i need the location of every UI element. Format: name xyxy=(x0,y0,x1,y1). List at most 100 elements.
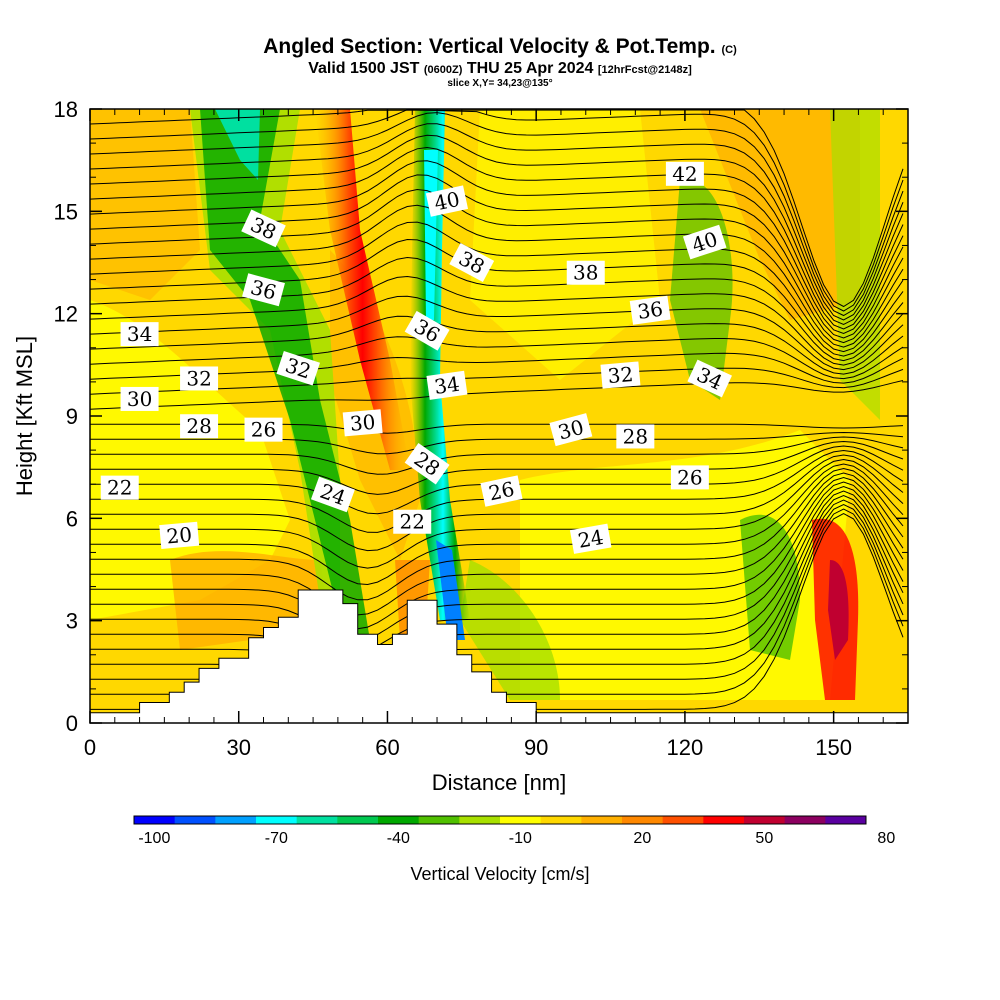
isentrope-label-box xyxy=(180,414,219,439)
colorbar-swatch xyxy=(418,816,460,824)
isentrope-line xyxy=(90,440,904,495)
isentrope-label-text: 40 xyxy=(432,187,462,216)
x-tick-label: 120 xyxy=(667,735,704,760)
isentrope-label: 34 xyxy=(120,322,159,347)
colorbar-tick-label: 80 xyxy=(877,830,895,847)
colorbar-swatch xyxy=(622,816,664,824)
y-tick-label: 15 xyxy=(54,199,78,224)
isentrope-label: 30 xyxy=(120,386,159,411)
y-tick-label: 9 xyxy=(66,404,78,429)
x-tick-label: 30 xyxy=(226,735,250,760)
isentrope-label-box xyxy=(100,475,139,500)
isentrope-line xyxy=(90,315,904,375)
isentrope-label-text: 26 xyxy=(251,418,276,442)
isentrope-label: 26 xyxy=(670,465,709,490)
colorbar-swatch xyxy=(459,816,501,824)
colorbar-swatch xyxy=(500,816,542,824)
colorbar-swatch xyxy=(174,816,216,824)
isentrope-label-box xyxy=(449,242,495,283)
isentrope-line xyxy=(90,467,904,601)
isentrope-line xyxy=(90,423,904,434)
isentrope-line xyxy=(90,134,904,326)
isentrope-label: 26 xyxy=(244,417,283,442)
isentrope-label-box xyxy=(310,476,355,513)
isentrope-label-box xyxy=(276,350,320,386)
isentrope-line xyxy=(90,476,904,630)
isentrope-label: 26 xyxy=(480,475,523,507)
field-orange-top-right xyxy=(700,109,860,320)
colorbar-swatch xyxy=(215,816,257,824)
colorbar-swatch xyxy=(662,816,704,824)
y-tick-label: 18 xyxy=(54,97,78,122)
isentrope-label-box xyxy=(180,366,219,391)
isentrope-label: 32 xyxy=(600,361,641,389)
isentrope-label-text: 26 xyxy=(677,465,702,489)
isentrope-line xyxy=(90,454,904,552)
y-tick-label: 6 xyxy=(66,506,78,531)
x-tick-label: 0 xyxy=(84,735,96,760)
isentrope-line xyxy=(90,494,904,677)
isentrope-label-box xyxy=(665,161,704,186)
isentrope-line xyxy=(90,490,904,667)
isentrope-label: 24 xyxy=(569,523,612,554)
chart-subtitle-slice: slice X,Y= 34,23@135° xyxy=(447,78,553,89)
field-cyan-downdraft-core xyxy=(410,109,470,620)
isentrope-line xyxy=(90,380,904,410)
isentrope-label-text: 30 xyxy=(349,410,376,436)
colorbar-tick-label: -40 xyxy=(387,830,410,847)
isentrope-label: 36 xyxy=(629,295,671,325)
isentrope-label-text: 38 xyxy=(573,261,598,285)
chart-subtitle-valid: Valid 1500 JST (0600Z) THU 25 Apr 2024 [… xyxy=(308,60,692,77)
field-green-lower-mid xyxy=(460,560,560,700)
colorbar-swatch xyxy=(256,816,298,824)
isentrope-line xyxy=(90,295,904,371)
isentrope-label-box xyxy=(670,465,709,490)
isentrope-label-text: 28 xyxy=(623,424,648,448)
isentrope-label-box xyxy=(404,443,450,485)
isentrope-label: 38 xyxy=(566,260,605,285)
isentrope-label-text: 42 xyxy=(672,162,697,186)
isentrope-label-box xyxy=(566,260,605,285)
x-tick-label: 60 xyxy=(375,735,399,760)
isentrope-label-box xyxy=(120,386,159,411)
terrain-profile xyxy=(89,589,909,724)
x-axis-label: Distance [nm] xyxy=(432,770,567,795)
chart-title: Angled Section: Vertical Velocity & Pot.… xyxy=(263,35,737,58)
field-blue-downdraft-base xyxy=(436,540,465,640)
isentrope-line xyxy=(90,352,904,384)
isentrope-label-box xyxy=(159,521,200,549)
isentrope-label-box xyxy=(600,361,641,389)
colorbar-swatch xyxy=(337,816,379,824)
isentrope-label-box xyxy=(682,224,727,260)
colorbar-ticks: -100 -70 -40 -10 20 50 80 xyxy=(138,830,895,847)
isentrope-line xyxy=(90,367,904,395)
colorbar-swatch xyxy=(378,816,420,824)
isentrope-label: 32 xyxy=(180,366,219,391)
isentrope-label-box xyxy=(342,409,383,437)
isentrope-lines xyxy=(90,109,904,713)
isentrope-label-box xyxy=(242,273,285,307)
isentrope-line xyxy=(90,275,904,366)
isentrope-label-box xyxy=(687,359,732,398)
y-tick-label: 0 xyxy=(66,711,78,736)
isentrope-label-text: 22 xyxy=(107,476,132,500)
isentrope-label: 28 xyxy=(180,414,219,439)
isentrope-line xyxy=(90,160,904,335)
isentrope-label-text: 22 xyxy=(400,510,425,534)
colorbar-swatch xyxy=(784,816,826,824)
isentrope-label: 34 xyxy=(426,370,468,400)
isentrope-label: 22 xyxy=(100,475,139,500)
isentrope-line xyxy=(90,481,904,643)
isentrope-line xyxy=(90,174,904,339)
isentrope-label-text: 28 xyxy=(186,414,211,438)
colorbar-swatch xyxy=(703,816,745,824)
isentrope-label-box xyxy=(241,209,286,248)
y-axis-label: Height [Kft MSL] xyxy=(12,336,37,496)
colorbar-frame xyxy=(133,815,867,825)
isentrope-line xyxy=(90,123,904,321)
isentrope-line xyxy=(90,188,904,344)
colorbar-tick-label: -70 xyxy=(265,830,288,847)
